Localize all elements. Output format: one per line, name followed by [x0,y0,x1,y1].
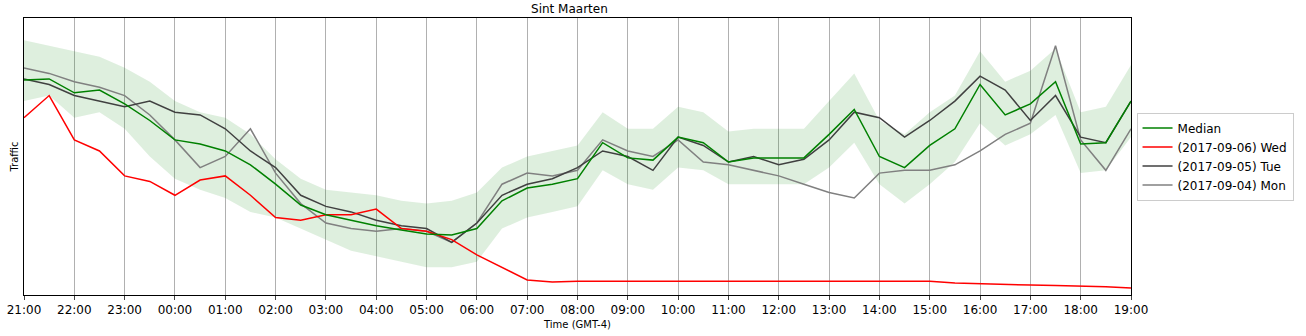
svg-text:01:00: 01:00 [208,303,243,317]
svg-text:11:00: 11:00 [711,303,746,317]
svg-text:10:00: 10:00 [661,303,696,317]
svg-text:Traffic: Traffic [9,141,20,172]
svg-text:(2017-09-05) Tue: (2017-09-05) Tue [1178,160,1281,174]
svg-text:Sint Maarten: Sint Maarten [531,2,608,16]
svg-text:00:00: 00:00 [158,303,193,317]
svg-text:13:00: 13:00 [812,303,847,317]
svg-text:Median: Median [1178,122,1222,136]
svg-text:(2017-09-06) Wed: (2017-09-06) Wed [1178,141,1287,155]
svg-text:17:00: 17:00 [1013,303,1048,317]
svg-text:02:00: 02:00 [258,303,293,317]
svg-text:03:00: 03:00 [309,303,344,317]
svg-text:(2017-09-04) Mon: (2017-09-04) Mon [1178,179,1286,193]
svg-text:21:00: 21:00 [7,303,42,317]
svg-text:Time (GMT-4): Time (GMT-4) [543,319,611,330]
svg-text:19:00: 19:00 [1114,303,1149,317]
svg-text:14:00: 14:00 [862,303,897,317]
svg-text:15:00: 15:00 [912,303,947,317]
svg-text:16:00: 16:00 [963,303,998,317]
svg-text:12:00: 12:00 [761,303,796,317]
svg-text:06:00: 06:00 [460,303,495,317]
svg-text:07:00: 07:00 [510,303,545,317]
svg-text:05:00: 05:00 [409,303,444,317]
svg-text:22:00: 22:00 [57,303,92,317]
svg-text:23:00: 23:00 [107,303,142,317]
svg-text:09:00: 09:00 [611,303,646,317]
svg-text:18:00: 18:00 [1063,303,1098,317]
svg-text:04:00: 04:00 [359,303,394,317]
svg-text:08:00: 08:00 [560,303,595,317]
